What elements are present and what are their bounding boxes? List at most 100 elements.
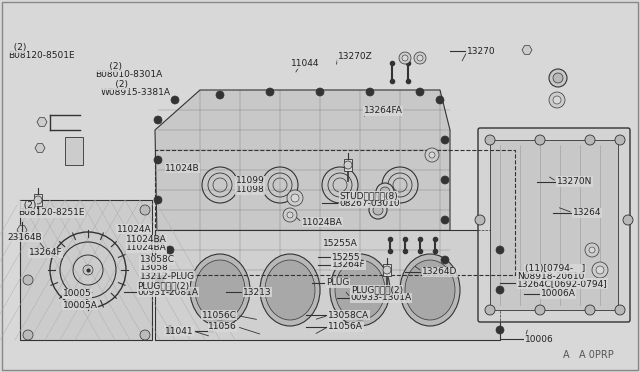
Text: 11098: 11098 xyxy=(236,185,264,194)
Circle shape xyxy=(283,208,297,222)
Circle shape xyxy=(585,243,599,257)
Circle shape xyxy=(383,266,391,274)
Circle shape xyxy=(399,52,411,64)
Bar xyxy=(344,159,352,171)
Text: (2): (2) xyxy=(95,62,122,71)
Bar xyxy=(34,194,42,206)
Text: 11024BA: 11024BA xyxy=(126,243,167,252)
Text: B08120-8501E: B08120-8501E xyxy=(8,51,74,60)
Circle shape xyxy=(485,135,495,145)
Circle shape xyxy=(373,205,383,215)
Circle shape xyxy=(589,247,595,253)
Ellipse shape xyxy=(400,254,460,326)
Circle shape xyxy=(216,91,224,99)
Circle shape xyxy=(291,194,299,202)
Text: A   A 0PRP: A A 0PRP xyxy=(563,350,614,360)
Circle shape xyxy=(441,176,449,184)
Circle shape xyxy=(171,96,179,104)
Circle shape xyxy=(154,236,162,244)
Text: STUDスタッド(8): STUDスタッド(8) xyxy=(339,191,398,200)
Ellipse shape xyxy=(330,254,390,326)
Circle shape xyxy=(140,205,150,215)
Circle shape xyxy=(535,135,545,145)
Circle shape xyxy=(535,305,545,315)
Polygon shape xyxy=(155,90,450,295)
Ellipse shape xyxy=(190,254,250,326)
Circle shape xyxy=(429,152,435,158)
Circle shape xyxy=(441,136,449,144)
Text: 10006: 10006 xyxy=(525,335,554,344)
Text: 13264: 13264 xyxy=(573,208,602,217)
Circle shape xyxy=(417,55,423,61)
Circle shape xyxy=(154,196,162,204)
Text: 13264C[0692-0794]: 13264C[0692-0794] xyxy=(517,279,608,288)
Text: 10005A: 10005A xyxy=(63,301,97,310)
Text: 13213: 13213 xyxy=(243,288,272,296)
Circle shape xyxy=(369,201,387,219)
Text: (11)[0794-   ]: (11)[0794- ] xyxy=(525,264,585,273)
Circle shape xyxy=(436,281,444,289)
Text: 11099: 11099 xyxy=(236,176,264,185)
Text: 13058C: 13058C xyxy=(140,255,175,264)
Text: 00933-1301A: 00933-1301A xyxy=(351,293,412,302)
Circle shape xyxy=(553,96,561,104)
Text: 11024BA: 11024BA xyxy=(126,235,167,244)
Circle shape xyxy=(154,156,162,164)
Circle shape xyxy=(23,205,33,215)
Text: (2): (2) xyxy=(8,43,26,52)
Circle shape xyxy=(402,55,408,61)
Circle shape xyxy=(615,135,625,145)
Polygon shape xyxy=(522,46,532,54)
Text: W08915-3381A: W08915-3381A xyxy=(101,88,171,97)
Text: PLUGプラグ(2): PLUGプラグ(2) xyxy=(138,281,189,290)
Text: B08120-8251E: B08120-8251E xyxy=(18,208,84,217)
Circle shape xyxy=(425,148,439,162)
Circle shape xyxy=(441,216,449,224)
Text: 10006A: 10006A xyxy=(541,289,575,298)
Text: N08918-20610: N08918-20610 xyxy=(517,272,584,280)
Text: 13264FA: 13264FA xyxy=(364,106,403,115)
Bar xyxy=(383,264,391,276)
Circle shape xyxy=(236,288,244,296)
Text: 11056: 11056 xyxy=(208,322,237,331)
Ellipse shape xyxy=(405,260,455,320)
Ellipse shape xyxy=(260,254,320,326)
Text: 10005: 10005 xyxy=(63,289,92,298)
Circle shape xyxy=(496,286,504,294)
Text: 11041: 11041 xyxy=(164,327,193,336)
Text: 13212-PLUG: 13212-PLUG xyxy=(140,272,195,280)
Circle shape xyxy=(485,305,495,315)
Circle shape xyxy=(436,96,444,104)
Text: 13270: 13270 xyxy=(467,47,496,56)
Circle shape xyxy=(266,88,274,96)
Circle shape xyxy=(34,196,42,204)
Circle shape xyxy=(441,256,449,264)
Text: (2): (2) xyxy=(18,201,36,210)
Circle shape xyxy=(549,69,567,87)
Bar xyxy=(490,140,618,310)
Circle shape xyxy=(496,326,504,334)
Text: 15255A: 15255A xyxy=(323,239,357,248)
Circle shape xyxy=(615,305,625,315)
Text: PLUG: PLUG xyxy=(326,278,350,287)
Bar xyxy=(155,230,500,340)
Text: 13058CA: 13058CA xyxy=(328,311,369,320)
Circle shape xyxy=(156,276,164,284)
Circle shape xyxy=(386,286,394,294)
Text: 15255: 15255 xyxy=(332,253,360,262)
Circle shape xyxy=(380,187,390,197)
Circle shape xyxy=(366,88,374,96)
Circle shape xyxy=(166,286,174,294)
Circle shape xyxy=(592,262,608,278)
FancyBboxPatch shape xyxy=(478,128,630,322)
Ellipse shape xyxy=(265,260,315,320)
Text: 13058: 13058 xyxy=(140,263,168,272)
Ellipse shape xyxy=(335,260,385,320)
Circle shape xyxy=(166,246,174,254)
Circle shape xyxy=(496,246,504,254)
Text: (2): (2) xyxy=(101,80,128,89)
Circle shape xyxy=(154,116,162,124)
Circle shape xyxy=(475,215,485,225)
Text: 11044: 11044 xyxy=(291,60,320,68)
Text: 13264F: 13264F xyxy=(29,248,63,257)
